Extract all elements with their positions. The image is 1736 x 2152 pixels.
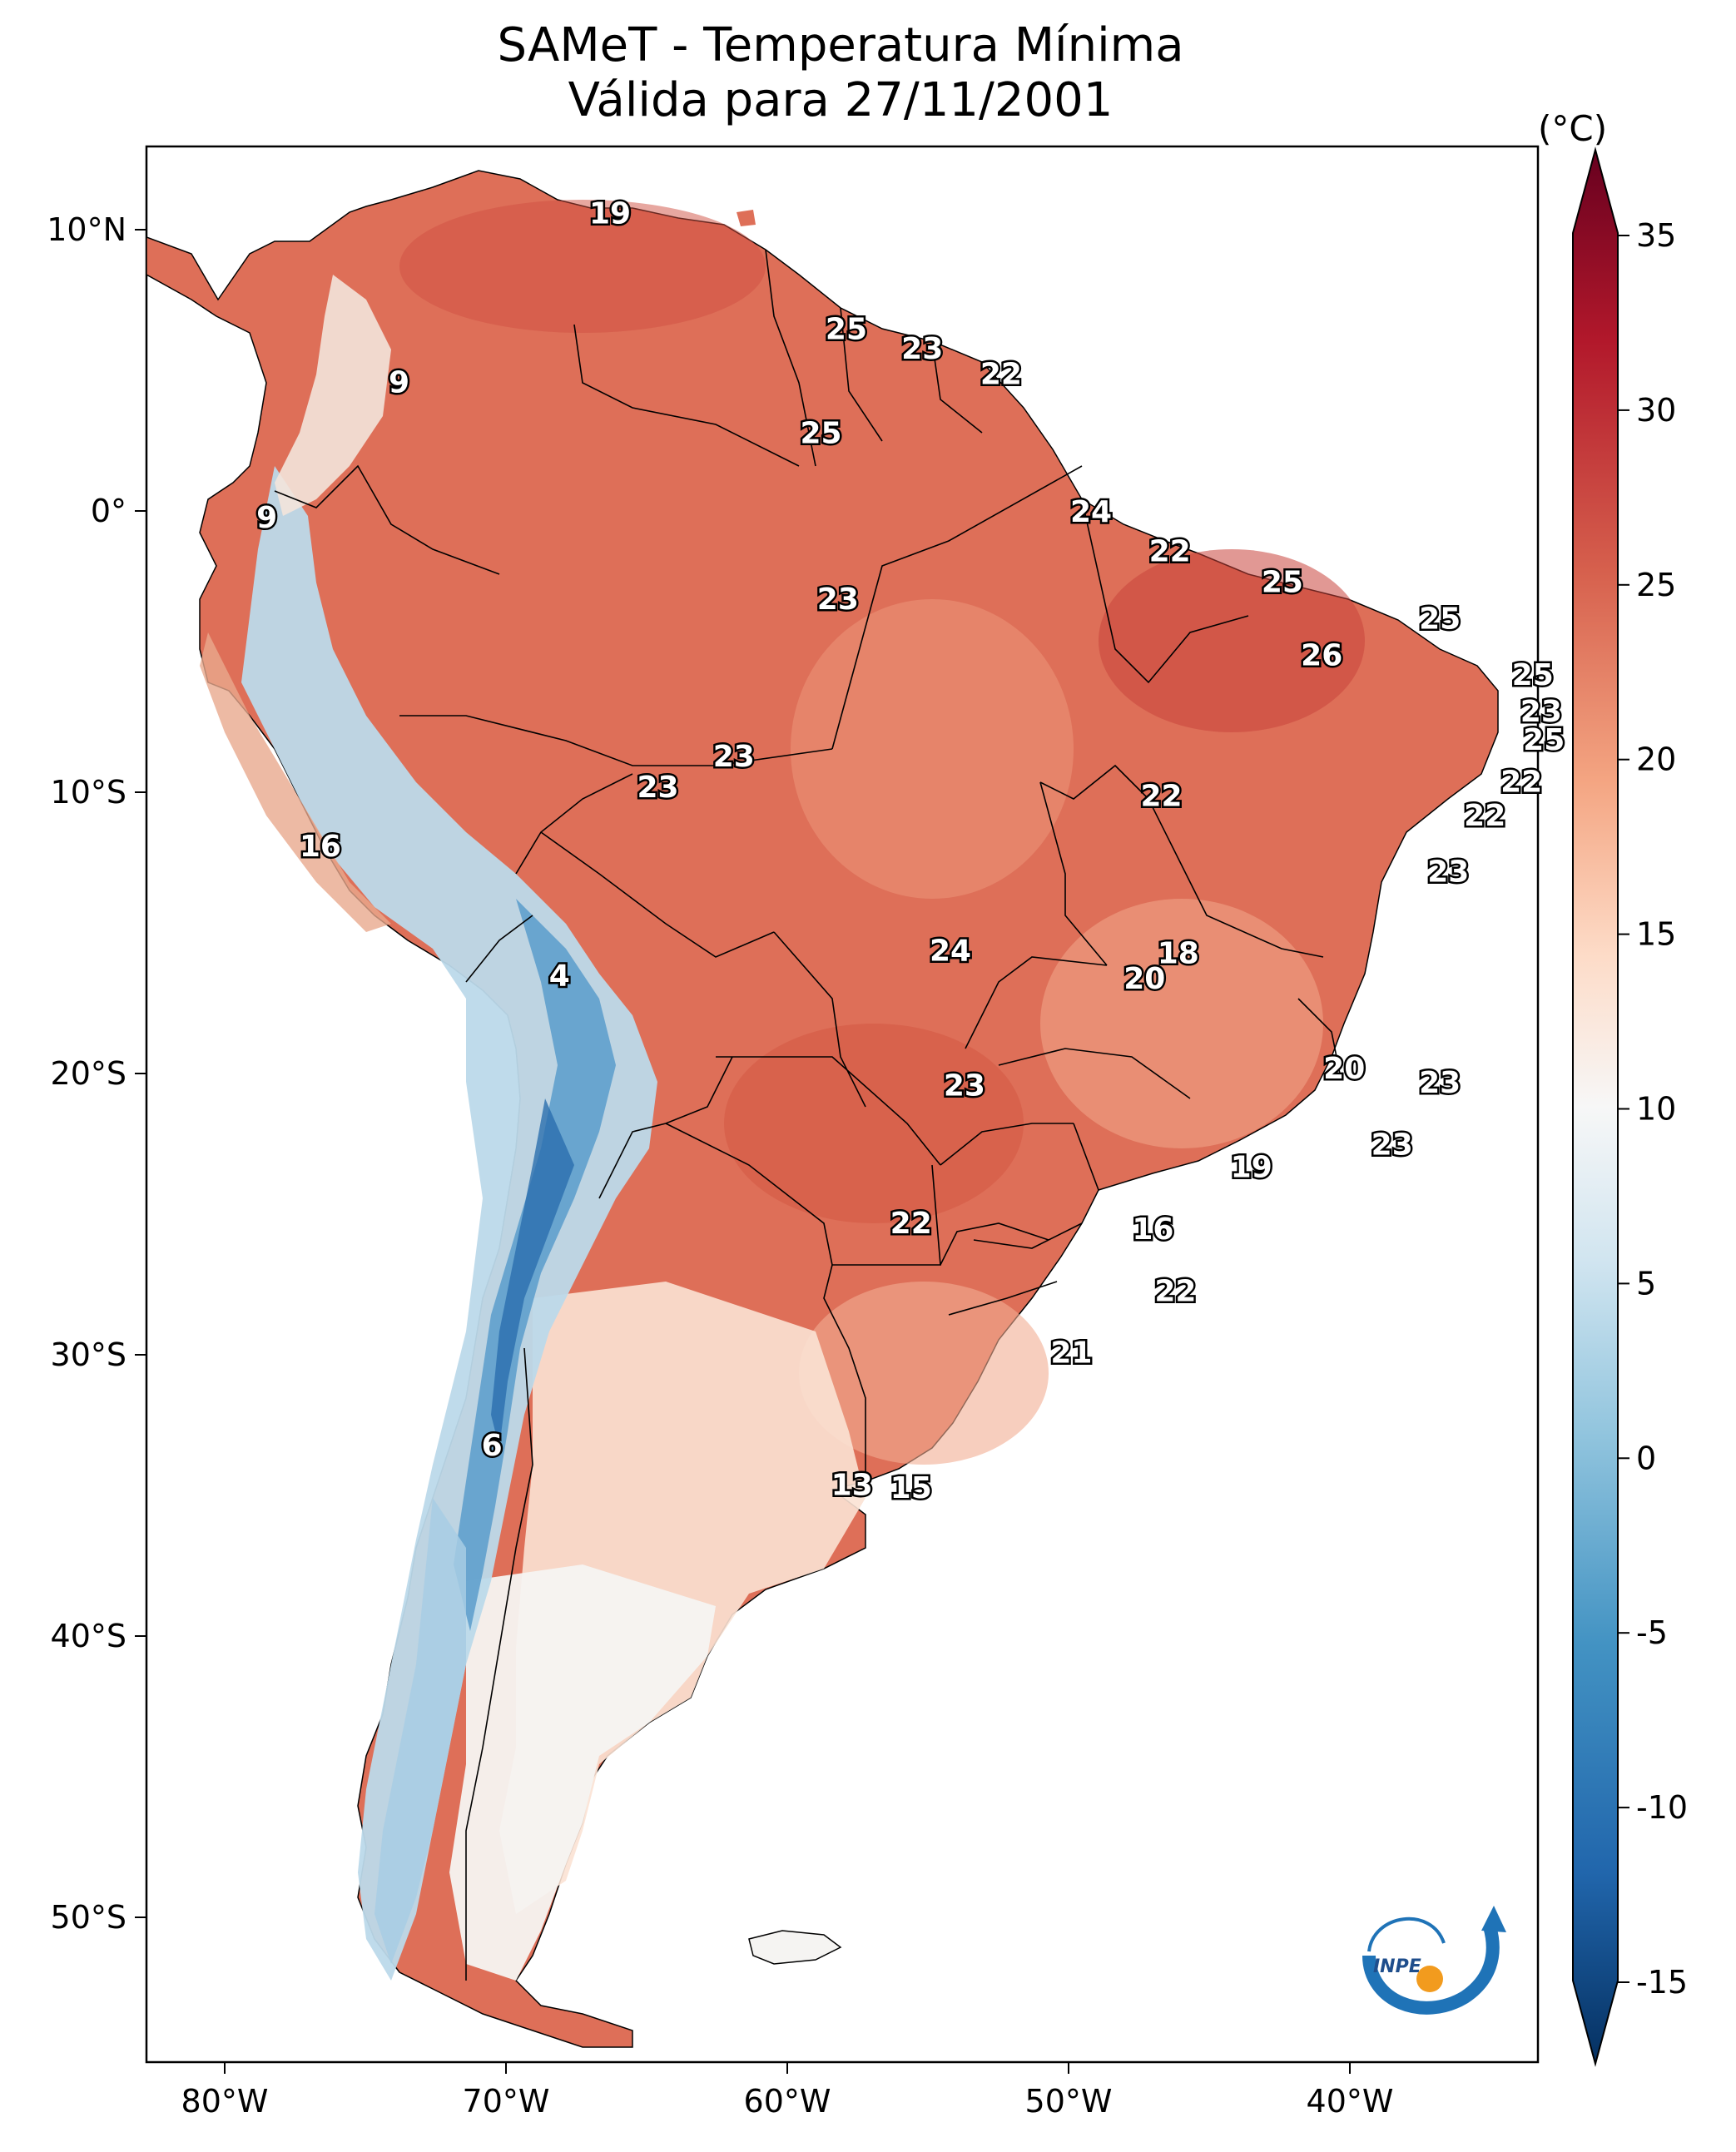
colombia-andes-cold (275, 275, 391, 516)
station-value-label: 22 (890, 1207, 932, 1241)
colorbar-tick-label: 25 (1636, 567, 1676, 603)
warm-core-venezuela (399, 200, 766, 333)
station-value-label: 21 (1050, 1336, 1092, 1371)
lat-tick-label: 10°S (51, 774, 126, 811)
map-title: SAMeT - Temperatura Mínima Válida para 2… (141, 18, 1540, 128)
andes-cold-band (241, 466, 657, 1981)
colorbar-tick-label: 30 (1636, 392, 1676, 429)
lat-tick-label: 40°S (51, 1618, 126, 1654)
station-value-label: 25 (1512, 658, 1554, 692)
station-value-label: 22 (1154, 1274, 1196, 1308)
station-value-label: 25 (1262, 566, 1303, 600)
cool-central-brazil (791, 599, 1074, 899)
station-value-label: 23 (1371, 1128, 1413, 1163)
colorbar-tick-label: 35 (1636, 217, 1676, 254)
station-value-label: 25 (1419, 602, 1461, 636)
lon-tick-label: 80°W (181, 2083, 269, 2120)
lat-tick-label: 20°S (51, 1055, 126, 1092)
colorbar: 35 30 25 20 15 10 5 0 -5 -10 -15 (1572, 146, 1688, 2067)
station-value-label: 23 (713, 740, 755, 774)
cool-south-brazil (799, 1282, 1049, 1465)
station-value-label: 24 (930, 934, 971, 968)
patagonia-white (449, 1564, 716, 1981)
lon-tick-label: 70°W (463, 2083, 550, 2120)
logo-orbit (1367, 1916, 1446, 1952)
station-value-label: 22 (1140, 779, 1182, 813)
colorbar-ticks: 35 30 25 20 15 10 5 0 -5 -10 -15 (1618, 217, 1688, 2001)
colorbar-tick-label: 10 (1636, 1091, 1676, 1128)
station-value-label: 22 (1500, 765, 1542, 799)
colorbar-tick-label: -15 (1636, 1964, 1688, 2001)
station-value-label: 9 (256, 501, 277, 535)
station-value-label: 15 (890, 1471, 932, 1505)
country-borders (274, 249, 1341, 1981)
warm-core-paraguay (724, 1024, 1024, 1223)
station-value-label: 22 (1149, 534, 1191, 568)
temperature-field (146, 170, 1499, 2048)
station-value-label: 23 (944, 1069, 985, 1103)
station-value-label: 24 (1070, 495, 1112, 529)
station-value-label: 16 (1132, 1212, 1173, 1247)
colorbar-tick-label: -10 (1636, 1789, 1688, 1826)
map-axes: 80°W 70°W 60°W 50°W 40°W 10°N 0° 10°S 20°S 30°S 40… (47, 211, 1393, 2120)
lon-tick-label: 50°W (1025, 2083, 1113, 2120)
station-value-label: 26 (1301, 638, 1342, 672)
station-value-label: 23 (1419, 1066, 1461, 1100)
station-value-label: 9 (389, 366, 409, 400)
colorbar-body (1572, 146, 1619, 2067)
lat-tick-label: 30°S (51, 1336, 126, 1373)
colorbar-tick-label: 5 (1636, 1265, 1656, 1302)
lat-tick-label: 10°N (47, 211, 126, 248)
station-value-label: 18 (1158, 937, 1199, 971)
inpe-logo: INPE (1362, 1906, 1506, 2015)
colorbar-tick-label: 20 (1636, 741, 1676, 778)
station-value-label: 23 (637, 771, 678, 805)
station-value-label: 23 (1427, 855, 1469, 890)
colorbar-tick-label: 15 (1636, 916, 1676, 953)
station-value-label: 19 (589, 197, 631, 231)
station-value-label: 25 (826, 312, 867, 346)
logo-swoosh (1362, 1924, 1500, 2015)
lon-tick-label: 60°W (744, 2083, 831, 2120)
station-value-label: 23 (1520, 695, 1562, 729)
title-line-2: Válida para 27/11/2001 (568, 73, 1114, 127)
station-value-label: 16 (300, 830, 341, 864)
colorbar-tick-label: 0 (1636, 1440, 1656, 1476)
falkland-islands (748, 1930, 842, 1965)
station-value-label: 25 (1523, 723, 1565, 757)
station-value-label: 25 (801, 416, 842, 450)
logo-arrow-icon (1481, 1906, 1506, 1932)
station-value-label: 23 (901, 332, 943, 366)
station-value-label: 23 (817, 583, 859, 617)
logo-sun-icon (1416, 1966, 1443, 1992)
patagonia-cold-spine (374, 1498, 466, 1964)
lat-tick-label: 50°S (51, 1899, 126, 1936)
station-value-label: 22 (980, 357, 1022, 391)
logo-text: INPE (1373, 1956, 1421, 1977)
peru-coast-cool (200, 632, 391, 932)
trinidad-island (737, 210, 756, 226)
andes-deep-cold (491, 1098, 574, 1448)
station-value-label: 20 (1323, 1052, 1365, 1086)
colorbar-tick-label: -5 (1636, 1614, 1668, 1651)
station-value-label: 4 (549, 959, 570, 994)
station-value-label: 6 (482, 1429, 503, 1463)
station-value-label: 22 (1464, 799, 1505, 833)
title-line-1: SAMeT - Temperatura Mínima (497, 18, 1184, 72)
station-value-label: 13 (831, 1468, 873, 1502)
lat-tick-label: 0° (91, 493, 126, 529)
warm-core-northeast (1099, 549, 1365, 732)
station-value-label: 19 (1231, 1151, 1272, 1185)
cool-southeast-brazil (1040, 899, 1323, 1148)
lon-tick-label: 40°W (1307, 2083, 1394, 2120)
station-value-label: 20 (1123, 962, 1165, 996)
colorbar-unit: (°C) (1538, 108, 1608, 149)
